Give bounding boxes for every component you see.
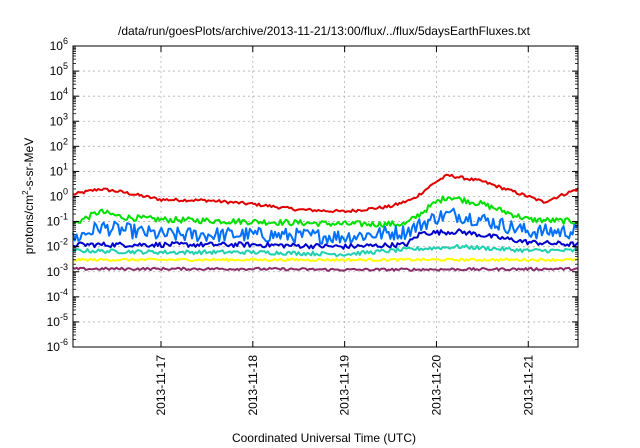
y-tick-label-exp: -1 <box>60 212 68 222</box>
x-tick-label: 2013-11-18 <box>246 355 260 416</box>
y-tick-label-base: 10 <box>47 315 61 329</box>
y-tick-label-exp: 2 <box>63 136 68 146</box>
y-tick-label-exp: -5 <box>60 312 68 322</box>
x-axis-label: Coordinated Universal Time (UTC) <box>232 431 416 445</box>
y-axis-label-sup: 2 <box>21 190 30 195</box>
y-axis-label-post: -s-sr-MeV <box>22 138 36 191</box>
axes <box>72 45 579 348</box>
y-tick-label-base: 10 <box>47 290 61 304</box>
series-line-6 <box>72 257 579 262</box>
y-tick-label: 103 <box>50 111 68 128</box>
series-line-1 <box>72 173 579 214</box>
y-tick-label-base: 10 <box>50 164 64 178</box>
y-tick-label: 100 <box>50 187 68 204</box>
y-tick-label-base: 10 <box>50 139 64 153</box>
series-line-2 <box>72 195 579 228</box>
y-tick-label: 10-1 <box>47 212 68 229</box>
y-tick-label-base: 10 <box>50 89 64 103</box>
y-tick-label-exp: -2 <box>60 237 68 247</box>
y-tick-label: 10-4 <box>47 287 68 304</box>
y-tick-label: 10-6 <box>47 337 68 354</box>
y-tick-label-exp: -3 <box>60 262 68 272</box>
y-tick-label-exp: -6 <box>60 337 68 347</box>
y-tick-labels: 10-610-510-410-310-210-11001011021031041… <box>47 36 68 354</box>
y-tick-label-base: 10 <box>50 190 64 204</box>
y-tick-label: 10-2 <box>47 237 68 254</box>
y-tick-label: 104 <box>50 86 68 103</box>
series-line-7 <box>72 266 579 272</box>
y-tick-label-exp: -4 <box>60 287 68 297</box>
y-tick-label-exp: 4 <box>63 86 68 96</box>
series-line-4 <box>72 228 579 250</box>
y-tick-label: 10-3 <box>47 262 68 279</box>
y-tick-label-base: 10 <box>47 340 61 354</box>
series-line-3 <box>72 207 579 245</box>
y-tick-label: 105 <box>50 61 68 78</box>
y-tick-label: 101 <box>50 161 68 178</box>
x-tick-labels: 2013-11-17 2013-11-18 2013-11-19 2013-11-20… <box>154 355 535 416</box>
y-tick-label-exp: 1 <box>63 161 68 171</box>
series-line-5 <box>72 243 579 257</box>
x-tick-label: 2013-11-17 <box>154 355 168 416</box>
y-tick-label-exp: 6 <box>63 36 68 46</box>
x-tick-label: 2013-11-20 <box>429 355 443 416</box>
y-tick-label-exp: 3 <box>63 111 68 121</box>
y-tick-label: 106 <box>50 36 68 53</box>
y-axis-label: protons/cm2-s-sr-MeV <box>21 138 36 254</box>
chart-title: /data/run/goesPlots/archive/2013-11-21/1… <box>118 24 531 38</box>
y-tick-label-base: 10 <box>50 64 64 78</box>
plot-frame <box>72 45 579 348</box>
x-tick-label: 2013-11-19 <box>338 355 352 416</box>
y-tick-label-base: 10 <box>50 39 64 53</box>
y-tick-label-exp: 5 <box>63 61 68 71</box>
series-layer <box>72 173 579 272</box>
x-tick-label: 2013-11-21 <box>521 355 535 416</box>
y-tick-label-base: 10 <box>47 265 61 279</box>
y-tick-label-base: 10 <box>50 114 64 128</box>
y-tick-label: 102 <box>50 136 68 153</box>
y-axis-label-pre: protons/cm <box>22 195 36 254</box>
y-tick-label-base: 10 <box>47 240 61 254</box>
y-tick-label-exp: 0 <box>63 187 68 197</box>
y-tick-label-base: 10 <box>47 215 61 229</box>
y-tick-label: 10-5 <box>47 312 68 329</box>
